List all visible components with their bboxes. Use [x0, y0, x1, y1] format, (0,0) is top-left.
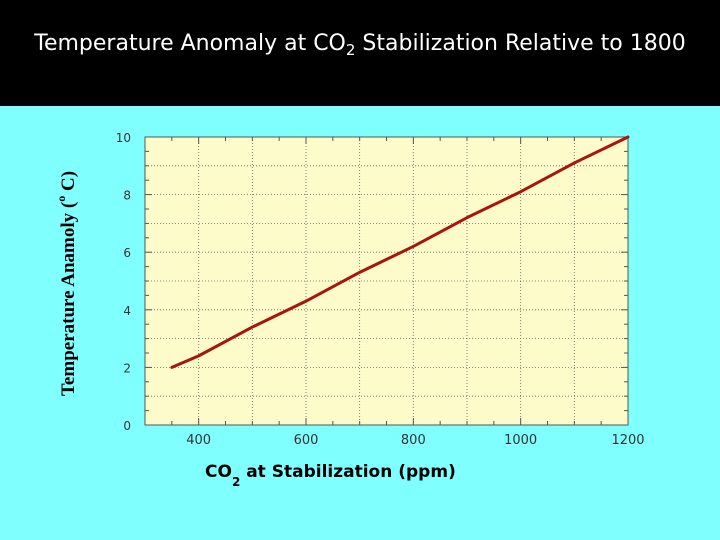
slide-title-subscript: 2 — [345, 41, 356, 59]
series-group — [170, 135, 630, 369]
x-tick-label: 600 — [294, 433, 319, 448]
y-axis-label-degree: o — [54, 196, 68, 202]
slide-title-post: Stabilization Relative to 1800 — [355, 31, 686, 56]
x-tick-label: 800 — [401, 433, 426, 448]
y-axis-label: Temperature Anamoly (o C) — [54, 171, 79, 396]
y-tick-label: 2 — [123, 361, 131, 375]
slide-title: Temperature Anomaly at CO2 Stabilization… — [0, 26, 720, 62]
x-axis-label-subscript: 2 — [232, 475, 240, 489]
grid — [145, 137, 628, 425]
series-line — [170, 135, 630, 369]
slide-title-pre: Temperature Anomaly at CO — [34, 31, 346, 56]
y-tick-label: 6 — [123, 246, 131, 260]
y-axis-label-end: C) — [58, 171, 79, 196]
y-tick-label: 0 — [123, 419, 131, 433]
y-axis-label-main: Temperature Anamoly ( — [58, 202, 79, 396]
x-tick-label: 1000 — [504, 433, 537, 448]
x-axis-label-rest: at Stabilization (ppm) — [240, 462, 456, 482]
y-tick-label: 10 — [116, 131, 131, 145]
tick-labels: 0 2 4 6 8 10 400 600 800 1000 1200 — [116, 131, 645, 448]
y-tick-label: 8 — [123, 189, 131, 203]
x-tick-label: 400 — [186, 433, 211, 448]
title-bar — [0, 0, 720, 106]
x-axis-label: CO2 at Stabilization (ppm) — [205, 462, 456, 489]
x-tick-label: 1200 — [611, 433, 644, 448]
y-tick-label: 4 — [123, 304, 131, 318]
ticks — [145, 136, 629, 426]
x-axis-label-co: CO — [205, 462, 232, 482]
